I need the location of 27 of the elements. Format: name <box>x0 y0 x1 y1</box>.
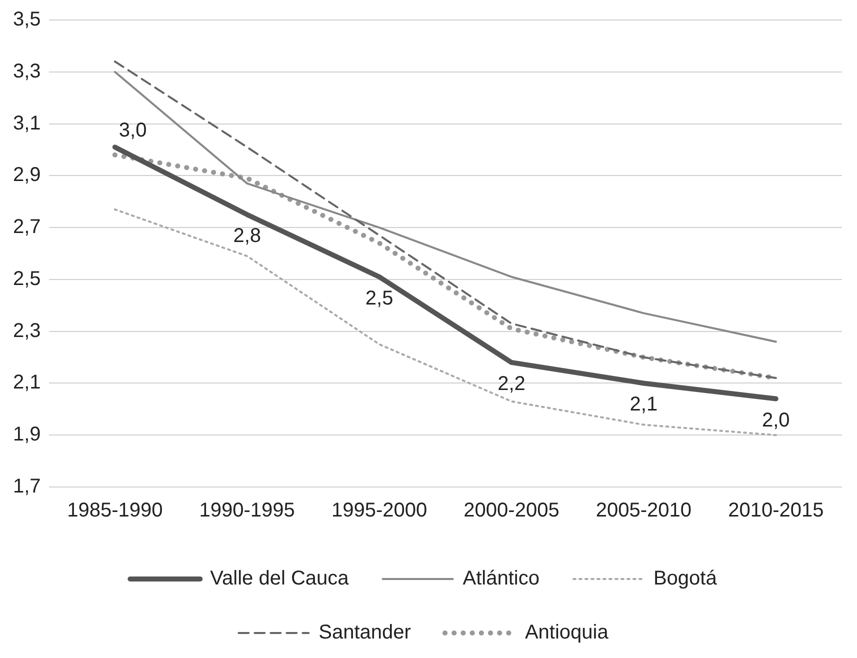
legend-label: Atlántico <box>462 568 540 590</box>
data-label: 2,0 <box>762 409 790 432</box>
x-tick-label: 1990-1995 <box>199 500 295 522</box>
y-tick-label: 3,3 <box>12 60 41 82</box>
x-tick-label: 1985-1990 <box>67 500 163 522</box>
data-label: 2,8 <box>233 225 262 248</box>
y-tick-label: 2,3 <box>12 320 41 342</box>
x-tick-label: 1995-2000 <box>331 500 428 522</box>
data-label: 3,0 <box>118 120 147 142</box>
x-tick-label: 2010-2015 <box>728 500 824 522</box>
data-label: 2,5 <box>365 287 394 310</box>
data-label: 2,2 <box>498 372 526 395</box>
data-label: 2,1 <box>630 394 658 416</box>
legend-label: Valle del Cauca <box>210 568 350 590</box>
y-tick-label: 2,5 <box>12 268 41 290</box>
y-tick-label: 2,1 <box>12 372 41 394</box>
y-tick-label: 3,5 <box>12 8 41 31</box>
x-tick-label: 2005-2010 <box>596 500 692 522</box>
legend-label: Bogotá <box>653 568 718 590</box>
y-tick-label: 2,9 <box>12 164 41 186</box>
y-tick-label: 1,9 <box>12 424 41 446</box>
y-tick-label: 2,7 <box>12 216 41 238</box>
legend-label: Santander <box>318 622 412 644</box>
y-tick-label: 3,1 <box>12 112 41 134</box>
y-tick-label: 1,7 <box>12 476 41 498</box>
legend-label: Antioquia <box>524 622 610 644</box>
x-tick-label: 2000-2005 <box>464 500 560 522</box>
